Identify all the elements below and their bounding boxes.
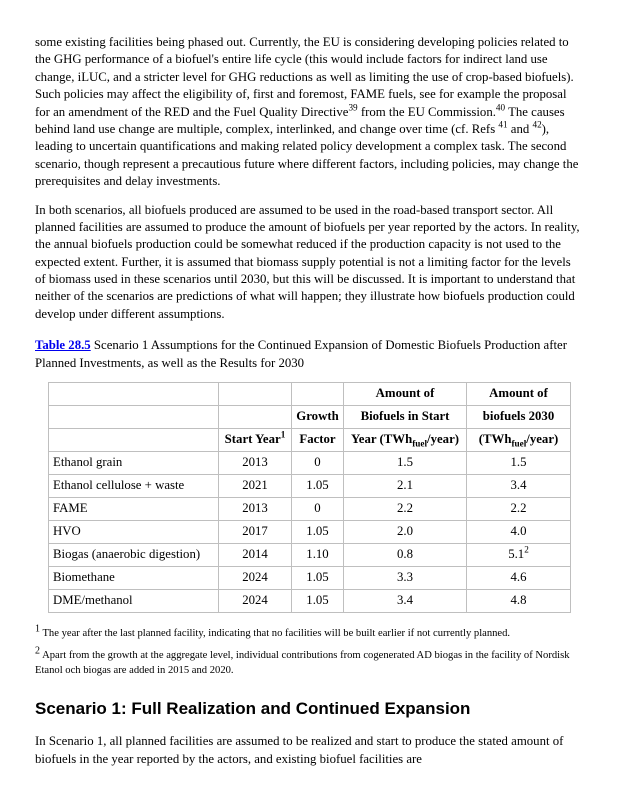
value-cell: 1.05 bbox=[291, 474, 344, 499]
table-header-cell bbox=[218, 382, 292, 407]
value-cell: 2014 bbox=[218, 543, 292, 568]
value-cell: 1.5 bbox=[466, 451, 571, 476]
fuel-name-cell: FAME bbox=[48, 497, 219, 522]
superscript: 2 bbox=[524, 545, 529, 556]
subscript: fuel bbox=[412, 438, 428, 449]
table-header-cell: biofuels 2030 bbox=[466, 405, 571, 430]
table-header-cell bbox=[48, 382, 219, 407]
value-cell: 3.3 bbox=[343, 566, 467, 591]
table-header-cell: Biofuels in Start bbox=[343, 405, 467, 430]
value-cell: 2.1 bbox=[343, 474, 467, 499]
table-caption: Table 28.5 Scenario 1 Assumptions for th… bbox=[35, 337, 582, 372]
value-cell: 2024 bbox=[218, 566, 292, 591]
table-header-row: Start Year1 Factor Year (TWhfuel/year) (TWh… bbox=[48, 428, 571, 453]
section-heading-scenario-1: Scenario 1: Full Realization and Continu… bbox=[35, 699, 471, 719]
fuel-name-cell: DME/methanol bbox=[48, 589, 219, 614]
value-cell: 2.2 bbox=[343, 497, 467, 522]
table-header-cell: (TWhfuel/year) bbox=[466, 428, 571, 453]
table-header-cell: Amount of bbox=[466, 382, 571, 407]
superscript: 40 bbox=[495, 102, 506, 113]
table-header-cell: Growth bbox=[291, 405, 344, 430]
table-header-cell bbox=[291, 382, 344, 407]
fuel-name-cell: Ethanol grain bbox=[48, 451, 219, 476]
paragraph-policies: some existing facilities being phased ou… bbox=[35, 35, 579, 189]
value-cell: 0.8 bbox=[343, 543, 467, 568]
superscript: 41 bbox=[498, 119, 508, 130]
fuel-name-cell: Biomethane bbox=[48, 566, 219, 591]
table-header-cell bbox=[48, 405, 219, 430]
fuel-name-cell: Ethanol cellulose + waste bbox=[48, 474, 219, 499]
table-row: Biogas (anaerobic digestion) 2014 1.10 0.8 5… bbox=[48, 543, 571, 568]
table-row: Biomethane 2024 1.05 3.3 4.6 bbox=[48, 566, 571, 591]
value-cell: 2024 bbox=[218, 589, 292, 614]
table-row: Ethanol grain 2013 0 1.5 1.5 bbox=[48, 451, 571, 476]
table-row: HVO 2017 1.05 2.0 4.0 bbox=[48, 520, 571, 545]
table-header-row: Amount of Amount of bbox=[48, 382, 571, 407]
value-cell: 1.10 bbox=[291, 543, 344, 568]
paragraph-scenario-1: In Scenario 1, all planned facilities ar… bbox=[35, 734, 564, 766]
value-cell: 2017 bbox=[218, 520, 292, 545]
value-cell: 2013 bbox=[218, 451, 292, 476]
table-header-cell: Amount of bbox=[343, 382, 467, 407]
table-row: Ethanol cellulose + waste 2021 1.05 2.1 3.4 bbox=[48, 474, 571, 499]
table-row: FAME 2013 0 2.2 2.2 bbox=[48, 497, 571, 522]
table-header-cell bbox=[218, 405, 292, 430]
footnote-2: 2 Apart from the growth at the aggregate… bbox=[35, 645, 582, 678]
assumptions-table-head: Amount of Amount of Growth Biofuels in Star… bbox=[48, 382, 571, 453]
table-caption-link[interactable]: Table 28.5 bbox=[35, 338, 91, 353]
value-cell: 3.4 bbox=[343, 589, 467, 614]
table-header-cell: Start Year1 bbox=[218, 428, 292, 453]
fuel-name-cell: Biogas (anaerobic digestion) bbox=[48, 543, 219, 568]
footnote-2-marker: 2 bbox=[35, 645, 40, 657]
footnotes: 1 The year after the last planned facili… bbox=[35, 623, 582, 678]
fuel-name-cell: HVO bbox=[48, 520, 219, 545]
value-cell: 2.2 bbox=[466, 497, 571, 522]
table-header-cell bbox=[48, 428, 219, 453]
value-cell: 2013 bbox=[218, 497, 292, 522]
superscript: 42 bbox=[532, 119, 542, 130]
value-cell: 4.8 bbox=[466, 589, 571, 614]
value-cell: 4.6 bbox=[466, 566, 571, 591]
footnote-1: 1 The year after the last planned facili… bbox=[35, 623, 582, 641]
value-cell: 3.4 bbox=[466, 474, 571, 499]
assumptions-table-body: Ethanol grain 2013 0 1.5 1.5 Ethanol cellulos… bbox=[48, 451, 571, 614]
assumptions-table: Amount of Amount of Growth Biofuels in Star… bbox=[48, 382, 571, 614]
table-row: DME/methanol 2024 1.05 3.4 4.8 bbox=[48, 589, 571, 614]
value-cell: 1.05 bbox=[291, 520, 344, 545]
paragraph-scenarios-intro: In both scenarios, all biofuels produced… bbox=[35, 202, 580, 321]
value-cell: 1.5 bbox=[343, 451, 467, 476]
table-header-row: Growth Biofuels in Start biofuels 2030 bbox=[48, 405, 571, 430]
value-cell: 0 bbox=[291, 451, 344, 476]
superscript: 39 bbox=[348, 102, 358, 113]
subscript: fuel bbox=[511, 438, 527, 449]
table-header-cell: Factor bbox=[291, 428, 344, 453]
value-cell: 1.05 bbox=[291, 589, 344, 614]
footnote-1-marker: 1 bbox=[35, 623, 40, 635]
table-caption-text: Scenario 1 Assumptions for the Continued… bbox=[35, 338, 567, 370]
value-cell: 2021 bbox=[218, 474, 292, 499]
footnote-2-text: Apart from the growth at the aggregate l… bbox=[35, 650, 570, 677]
value-cell: 5.12 bbox=[466, 543, 571, 568]
superscript: 1 bbox=[280, 430, 286, 441]
value-cell: 4.0 bbox=[466, 520, 571, 545]
footnote-1-text: The year after the last planned facility… bbox=[40, 628, 511, 640]
value-cell: 1.05 bbox=[291, 566, 344, 591]
table-header-cell: Year (TWhfuel/year) bbox=[343, 428, 467, 453]
value-cell: 2.0 bbox=[343, 520, 467, 545]
value-cell: 0 bbox=[291, 497, 344, 522]
